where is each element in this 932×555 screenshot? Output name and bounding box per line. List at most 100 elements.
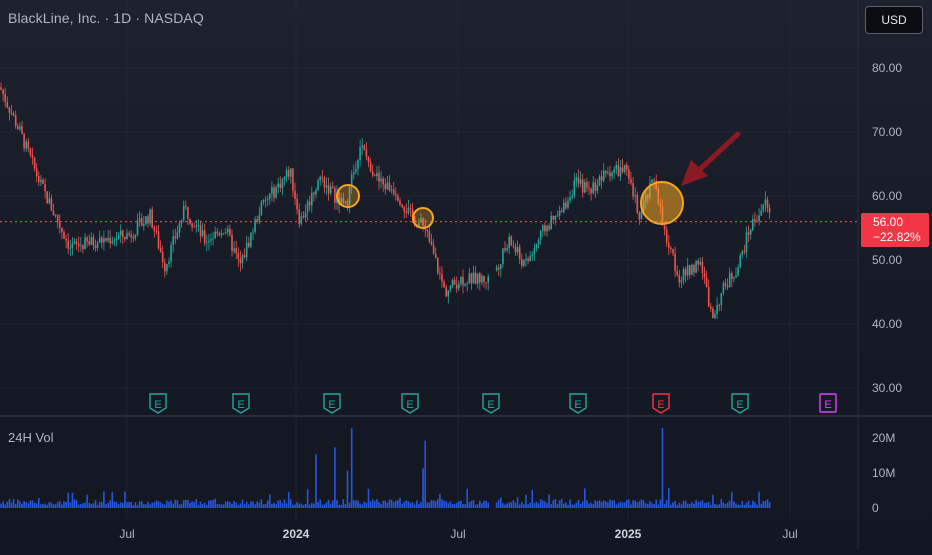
earnings-marker-icon[interactable]: E: [401, 393, 419, 414]
time-axis-label: Jul: [450, 527, 465, 541]
volume-bar: [508, 502, 510, 508]
volume-bar: [590, 502, 592, 508]
earnings-marker-label: E: [328, 399, 335, 411]
volume-bar: [277, 500, 279, 508]
earnings-marker-icon[interactable]: E: [652, 393, 670, 414]
volume-bar: [69, 502, 72, 508]
volume-bar: [159, 502, 162, 508]
candle-body: [632, 183, 634, 197]
volume-bar: [592, 503, 594, 508]
volume-bar: [602, 500, 605, 508]
volume-bar: [453, 503, 456, 508]
volume-bar: [569, 499, 571, 508]
volume-series: [0, 428, 771, 508]
volume-bar: [758, 491, 760, 508]
candle-body: [636, 194, 639, 213]
annotation-arrow-shaft[interactable]: [694, 131, 741, 175]
volume-bar: [170, 500, 172, 508]
candle-body: [296, 198, 298, 210]
volume-bar: [420, 502, 422, 508]
candle-body: [602, 170, 605, 181]
volume-bar: [252, 501, 254, 508]
volume-bar: [617, 502, 620, 508]
candle-body: [531, 254, 534, 257]
candle-body: [514, 246, 517, 253]
candle-body: [340, 197, 342, 206]
volume-bar: [701, 500, 704, 508]
volume-pane-title: 24H Vol: [8, 430, 54, 445]
earnings-marker-label: E: [824, 399, 831, 411]
candle-body: [684, 268, 687, 276]
earnings-marker-icon[interactable]: E: [819, 393, 837, 413]
volume-bar: [96, 504, 99, 508]
candle-body: [71, 243, 74, 248]
candle-body: [607, 172, 609, 174]
candle-body: [172, 236, 174, 245]
volume-bar: [50, 502, 53, 508]
volume-bar: [506, 503, 508, 508]
volume-bar: [760, 503, 762, 508]
candle-body: [35, 168, 38, 177]
candle-body: [386, 182, 389, 190]
candle-body: [147, 216, 149, 224]
candle-body: [182, 205, 185, 221]
volume-bar: [117, 504, 120, 508]
volume-bar: [376, 499, 378, 508]
earnings-marker-icon[interactable]: E: [149, 393, 167, 414]
volume-bar: [369, 501, 372, 508]
earnings-marker-icon[interactable]: E: [323, 393, 341, 414]
candle-body: [46, 191, 48, 204]
candle-body: [285, 170, 288, 177]
candle-body: [260, 201, 263, 215]
volume-bar: [693, 503, 695, 508]
earnings-marker-icon[interactable]: E: [569, 393, 587, 414]
volume-bar: [174, 499, 177, 508]
candle-body: [550, 215, 552, 230]
highlight-circle-large[interactable]: [640, 181, 684, 225]
candle-body: [367, 156, 370, 163]
volume-bar: [422, 468, 424, 508]
volume-bar: [525, 494, 527, 508]
candle-body: [388, 182, 391, 191]
candle-body: [294, 190, 296, 199]
candle-body: [315, 190, 317, 195]
volume-bar: [216, 504, 219, 508]
earnings-marker-icon[interactable]: E: [482, 393, 500, 414]
volume-bar: [567, 504, 569, 508]
candle-body: [4, 94, 6, 102]
earnings-marker-icon[interactable]: E: [731, 393, 749, 414]
volume-bar: [124, 491, 126, 508]
volume-bar: [718, 504, 720, 508]
price-axis-label: 40.00: [872, 317, 902, 331]
volume-bar: [647, 503, 649, 508]
earnings-marker-icon[interactable]: E: [232, 393, 250, 414]
annotation-arrow-head[interactable]: [681, 160, 708, 186]
volume-bar: [516, 497, 519, 508]
candle-body: [546, 225, 548, 232]
highlight-circle[interactable]: [336, 184, 360, 208]
candle-body: [44, 184, 46, 192]
volume-bar: [682, 500, 685, 508]
volume-bar: [743, 504, 746, 508]
candle-body: [510, 236, 513, 246]
candle-body: [630, 179, 632, 184]
volume-bar: [449, 501, 452, 508]
volume-bar: [126, 502, 128, 508]
candle-body: [86, 237, 88, 242]
candle-body: [512, 245, 515, 247]
candle-body: [479, 273, 481, 283]
currency-button[interactable]: USD: [865, 6, 923, 34]
volume-bar: [413, 504, 416, 508]
candle-body: [502, 248, 504, 265]
candle-body: [63, 231, 65, 239]
candle-body: [697, 260, 699, 265]
candle-body: [432, 244, 435, 254]
highlight-circle[interactable]: [412, 207, 434, 229]
volume-bar: [14, 504, 17, 508]
volume-bar: [355, 500, 357, 508]
candle-body: [170, 244, 172, 262]
volume-bar: [533, 503, 536, 508]
candle-body: [149, 209, 151, 224]
